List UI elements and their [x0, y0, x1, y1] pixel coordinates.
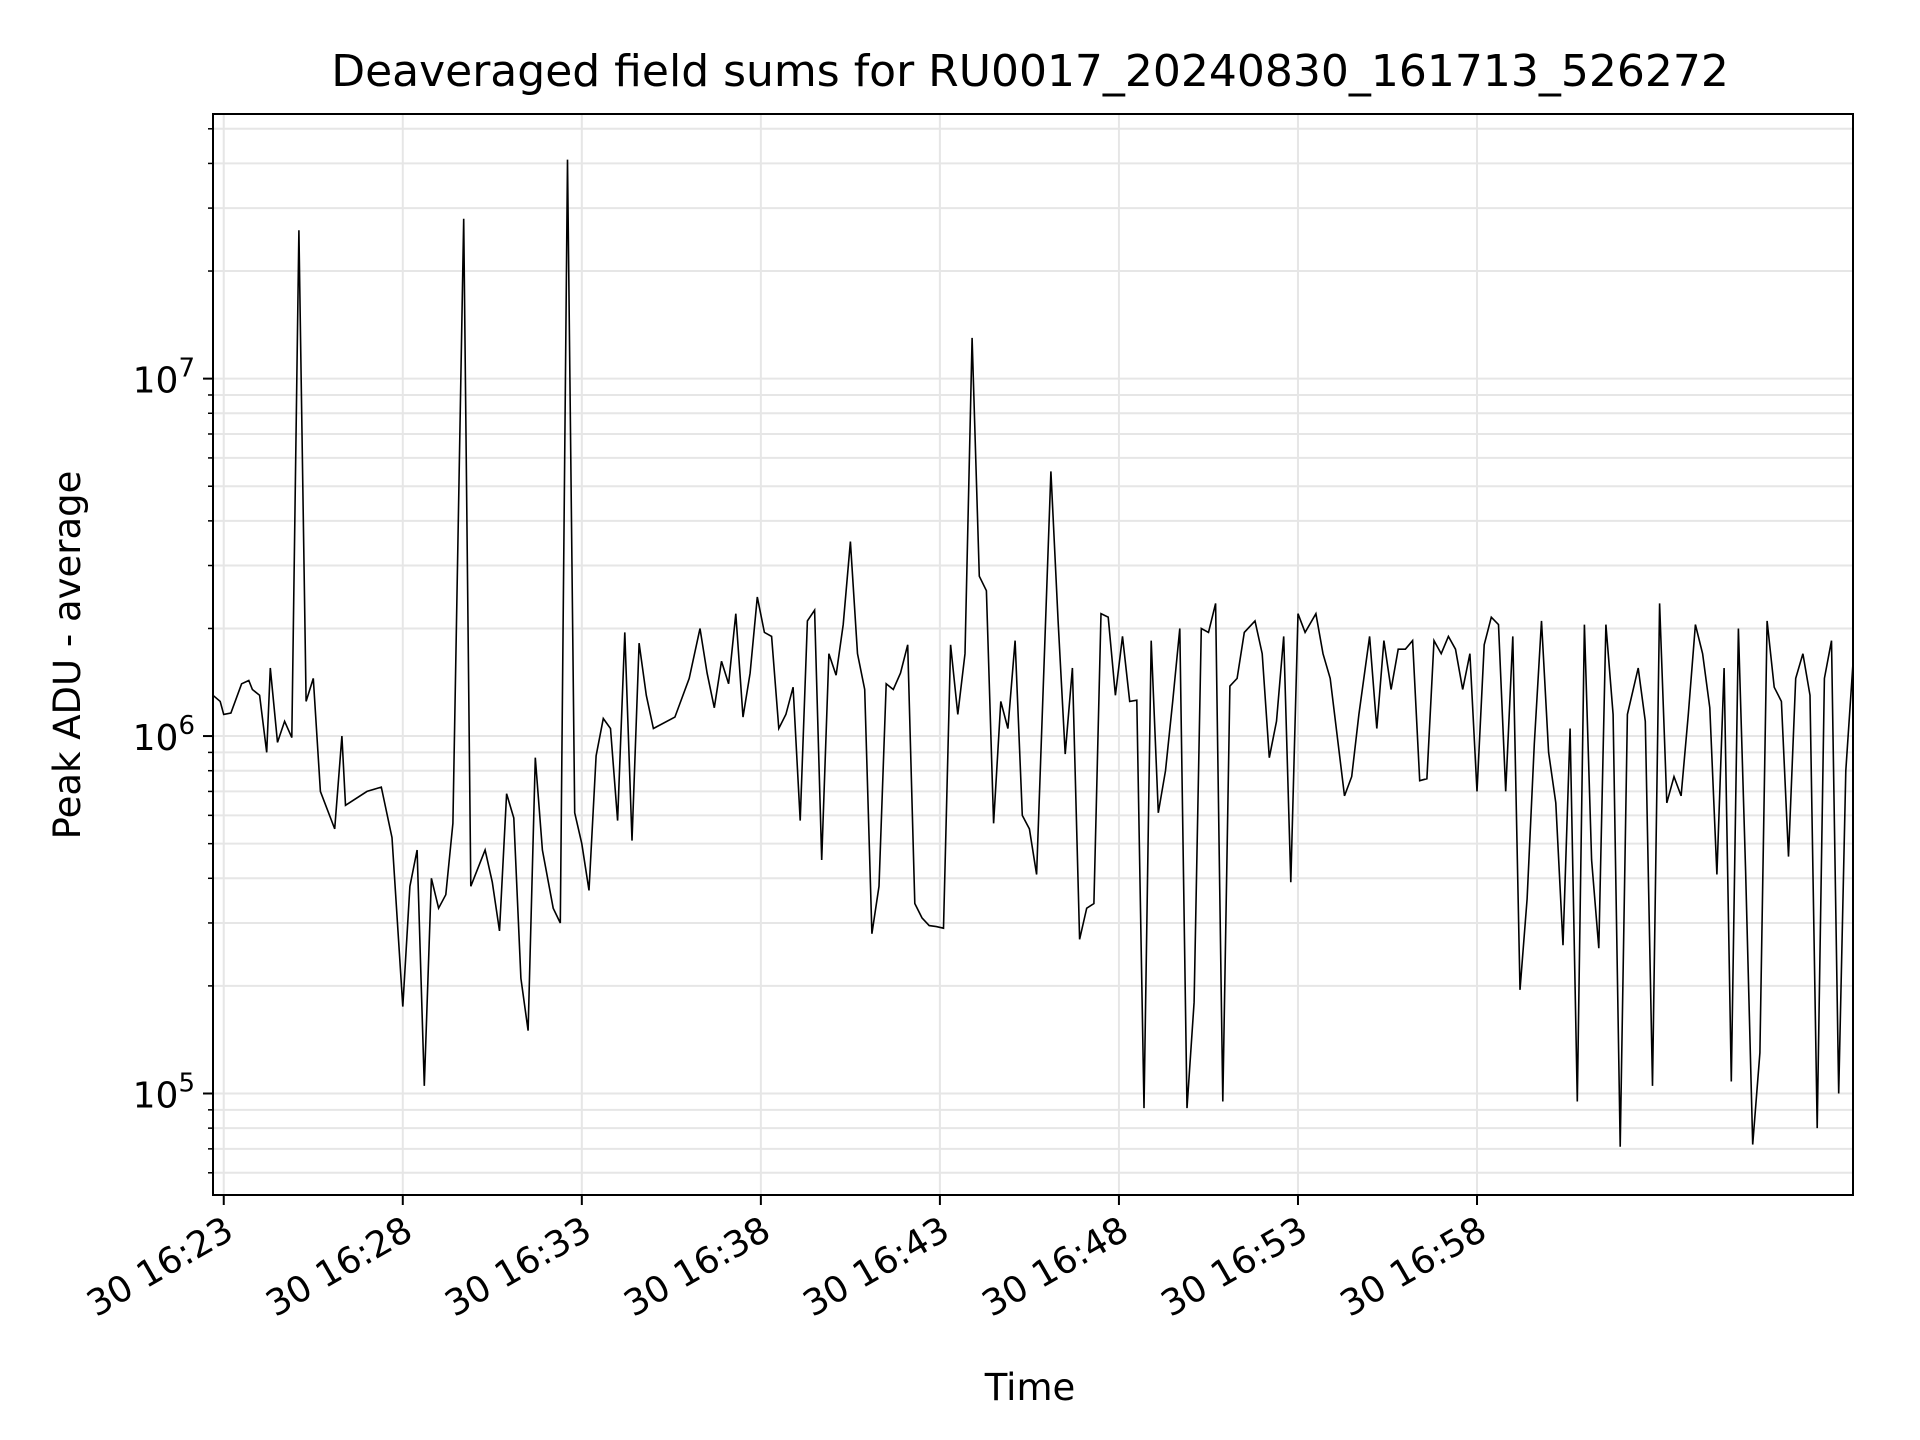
y-axis-title: Peak ADU - average — [46, 471, 89, 840]
x-tick-label: 30 16:28 — [259, 1209, 419, 1325]
y-tick-label: 105 — [133, 1068, 195, 1116]
x-tick-label: 30 16:38 — [617, 1209, 777, 1325]
x-tick-label: 30 16:53 — [1155, 1209, 1315, 1325]
series-line — [212, 159, 1854, 1147]
x-tick-label: 30 16:48 — [976, 1209, 1136, 1325]
x-tick-label: 30 16:23 — [80, 1209, 240, 1325]
series-layer — [212, 159, 1854, 1147]
y-tick-label: 107 — [133, 354, 195, 402]
x-axis-title: Time — [984, 1366, 1076, 1409]
x-tick-label: 30 16:43 — [796, 1209, 956, 1325]
x-tick-label: 30 16:33 — [438, 1209, 598, 1325]
chart-title: Deaveraged field sums for RU0017_2024083… — [331, 46, 1729, 97]
plot-frame — [212, 113, 1854, 1196]
x-tick-label: 30 16:58 — [1334, 1209, 1494, 1325]
grid-layer — [213, 114, 1853, 1195]
y-tick-label: 106 — [133, 711, 195, 759]
